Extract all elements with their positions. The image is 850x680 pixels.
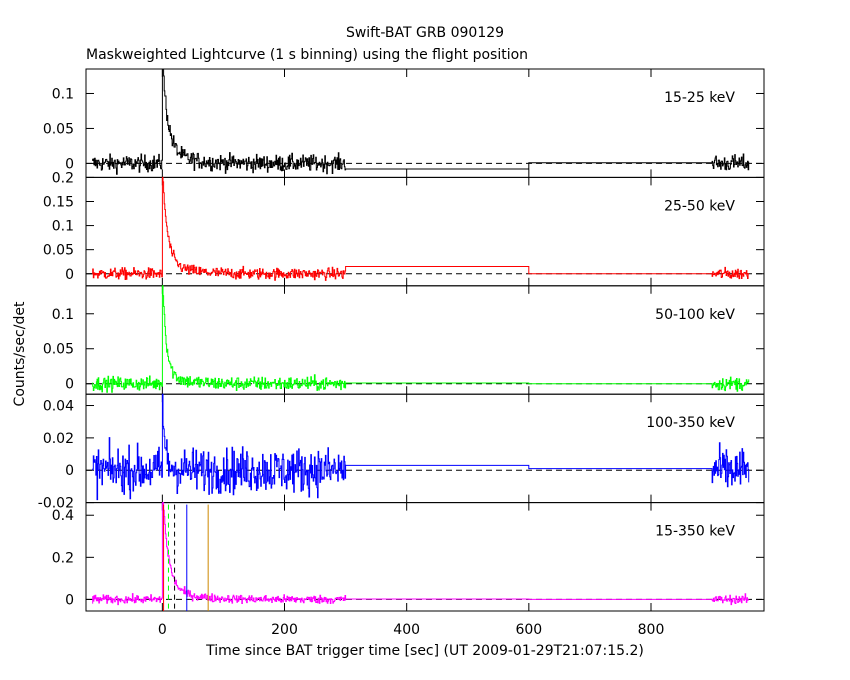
y-tick-label: 0.02 <box>43 431 74 447</box>
panel-1: 0 0.05 0.1 0.15 0.2 25-50 keV <box>43 170 765 287</box>
chart-subtitle: Maskweighted Lightcurve (1 s binning) us… <box>86 47 528 63</box>
panels-group: 0 0.05 0.1 15-25 keV 0 0.05 0.1 0.15 0.2 25-50 ke… <box>38 68 765 638</box>
series-line <box>92 285 750 393</box>
y-tick-label: 0 <box>65 156 74 172</box>
y-tick-label: 0.05 <box>43 121 74 137</box>
panel-2: 0 0.05 0.1 50-100 keV <box>43 285 765 395</box>
series-line <box>92 502 750 606</box>
band-label: 100-350 keV <box>646 415 735 431</box>
series-line <box>92 393 750 501</box>
x-tick-label: 0 <box>158 622 167 638</box>
series-line <box>92 68 750 175</box>
y-tick-label: 0.05 <box>43 243 74 259</box>
panel-0: 0 0.05 0.1 15-25 keV <box>43 68 765 178</box>
panel-frame <box>85 502 765 612</box>
band-label: 50-100 keV <box>655 307 735 323</box>
x-tick-label: 400 <box>393 622 420 638</box>
x-tick-label: 200 <box>271 622 298 638</box>
x-tick-label: 600 <box>515 622 542 638</box>
x-axis-label: Time since BAT trigger time [sec] (UT 20… <box>205 643 644 659</box>
y-tick-label: -0.02 <box>38 496 74 512</box>
band-label: 15-25 keV <box>664 90 735 106</box>
y-tick-label: 0.1 <box>52 86 74 102</box>
y-tick-label: 0 <box>65 377 74 393</box>
y-tick-label: 0.1 <box>52 307 74 323</box>
y-tick-label: 0 <box>65 463 74 479</box>
x-tick-label: 800 <box>638 622 665 638</box>
y-tick-label: 0.04 <box>43 399 74 415</box>
y-tick-label: 0.05 <box>43 342 74 358</box>
chart-title: Swift-BAT GRB 090129 <box>346 25 504 41</box>
band-label: 25-50 keV <box>664 198 735 214</box>
y-tick-label: 0.1 <box>52 219 74 235</box>
panel-frame <box>85 393 765 504</box>
y-tick-label: 0.15 <box>43 194 74 210</box>
y-tick-label: 0 <box>65 267 74 283</box>
y-tick-label: 0.4 <box>52 508 74 524</box>
panel-3: -0.02 0 0.02 0.04 100-350 keV <box>38 393 765 512</box>
y-tick-label: 0.2 <box>52 170 74 186</box>
y-tick-label: 0.2 <box>52 550 74 566</box>
panel-frame <box>85 68 765 178</box>
band-label: 15-350 keV <box>655 524 735 540</box>
y-tick-label: 0 <box>65 592 74 608</box>
y-axis-label: Counts/sec/det <box>12 301 28 406</box>
panel-4: 0 0.2 0.4 15-350 keV <box>52 502 765 612</box>
series-line <box>92 176 750 281</box>
